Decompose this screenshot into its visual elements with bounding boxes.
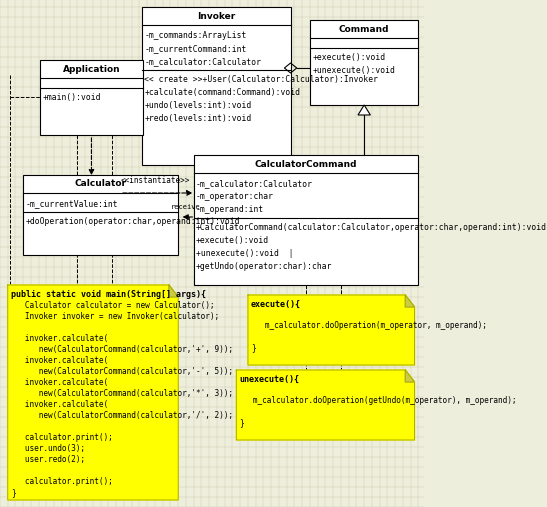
Bar	[310, 20, 418, 105]
Text: calculator.print();: calculator.print();	[11, 477, 113, 486]
Text: public static void main(String[] args){: public static void main(String[] args){	[11, 290, 206, 299]
Polygon shape	[405, 370, 415, 382]
Text: -m_operand:int: -m_operand:int	[196, 205, 264, 214]
Text: m_calculator.doOperation(getUndo(m_operator), m_operand);: m_calculator.doOperation(getUndo(m_opera…	[240, 396, 517, 405]
Text: +unexecute():void  |: +unexecute():void |	[196, 249, 294, 258]
Text: +unexecute():void: +unexecute():void	[312, 66, 395, 75]
Bar	[194, 155, 418, 285]
Text: -m_calculator:Calculator: -m_calculator:Calculator	[196, 179, 313, 188]
Text: +doOperation(operator:char,operand:int):void: +doOperation(operator:char,operand:int):…	[26, 217, 240, 226]
Text: +getUndo(operator:char):char: +getUndo(operator:char):char	[196, 262, 333, 271]
Text: user.undo(3);: user.undo(3);	[11, 444, 85, 453]
Bar	[23, 175, 178, 255]
Text: +main():void: +main():void	[43, 93, 101, 102]
Polygon shape	[405, 295, 415, 307]
Text: Invoker invoker = new Invoker(calculator);: Invoker invoker = new Invoker(calculator…	[11, 312, 219, 321]
Text: calculator.print();: calculator.print();	[11, 433, 113, 442]
Text: -m_commands:ArrayList: -m_commands:ArrayList	[144, 31, 247, 40]
Text: invoker.calculate(: invoker.calculate(	[11, 356, 108, 365]
Text: +calculate(command:Command):void: +calculate(command:Command):void	[144, 88, 300, 97]
Text: }: }	[240, 418, 244, 427]
Text: }: }	[251, 343, 255, 352]
Text: invoker.calculate(: invoker.calculate(	[11, 334, 108, 343]
Text: invoker.calculate(: invoker.calculate(	[11, 400, 108, 409]
Text: -m_calculator:Calculator: -m_calculator:Calculator	[144, 57, 261, 66]
Text: CalculatorCommand: CalculatorCommand	[255, 160, 357, 168]
Text: new(CalculatorCommand(calculator,'*', 3));: new(CalculatorCommand(calculator,'*', 3)…	[11, 389, 233, 398]
Text: +execute():void: +execute():void	[196, 236, 269, 245]
Bar	[40, 60, 143, 135]
Text: Calculator: Calculator	[75, 179, 127, 189]
Text: m_calculator.doOperation(m_operator, m_operand);: m_calculator.doOperation(m_operator, m_o…	[251, 321, 487, 331]
Text: new(CalculatorCommand(calculator,'-', 5));: new(CalculatorCommand(calculator,'-', 5)…	[11, 367, 233, 376]
Polygon shape	[169, 285, 178, 297]
Text: Application: Application	[63, 64, 121, 74]
Text: Invoker: Invoker	[197, 12, 235, 20]
Text: Command: Command	[339, 24, 389, 33]
Text: Calculator calculator = new Calculator();: Calculator calculator = new Calculator()…	[11, 301, 214, 310]
Polygon shape	[248, 295, 415, 365]
Text: +undo(levels:int):void: +undo(levels:int):void	[144, 101, 252, 110]
Polygon shape	[8, 285, 178, 500]
Text: -m_operator:char: -m_operator:char	[196, 192, 274, 201]
Text: new(CalculatorCommand(calculator,'/', 2));: new(CalculatorCommand(calculator,'/', 2)…	[11, 411, 233, 420]
Text: invoker.calculate(: invoker.calculate(	[11, 378, 108, 387]
Text: +execute():void: +execute():void	[312, 53, 386, 62]
Text: execute(){: execute(){	[251, 300, 301, 309]
Text: +redo(levels:int):void: +redo(levels:int):void	[144, 114, 252, 123]
Text: -m_currentValue:int: -m_currentValue:int	[26, 199, 118, 208]
Text: +CalculatorCommand(calculator:Calculator,operator:char,operand:int):void: +CalculatorCommand(calculator:Calculator…	[196, 223, 547, 232]
Text: unexecute(){: unexecute(){	[240, 375, 299, 384]
Polygon shape	[358, 105, 370, 115]
Bar	[142, 7, 290, 165]
Text: new(CalculatorCommand(calculator,'+', 9));: new(CalculatorCommand(calculator,'+', 9)…	[11, 345, 233, 354]
Text: }: }	[11, 488, 15, 497]
Text: <<instantiate>>: <<instantiate>>	[120, 176, 190, 185]
Text: -m_currentCommand:int: -m_currentCommand:int	[144, 44, 247, 53]
Text: << create >>+User(Calculator:Calculator):Invoker: << create >>+User(Calculator:Calculator)…	[144, 75, 378, 84]
Text: user.redo(2);: user.redo(2);	[11, 455, 85, 464]
Polygon shape	[236, 370, 415, 440]
Text: receive: receive	[171, 204, 201, 210]
